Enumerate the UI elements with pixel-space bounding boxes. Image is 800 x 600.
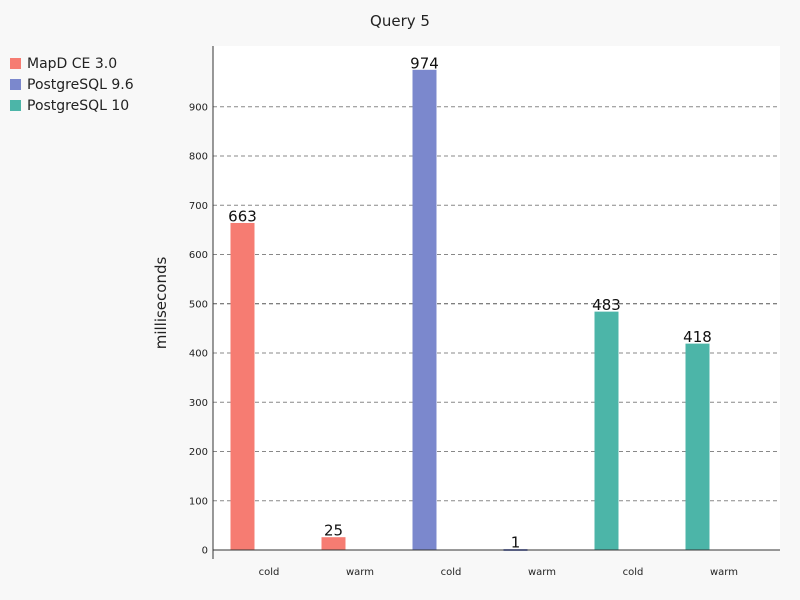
legend-swatch [10,79,21,90]
bar-value-label: 974 [410,54,439,72]
x-tick-label: warm [528,567,556,578]
bar-postgresql-10-cold [594,311,619,551]
bar-value-label: 418 [683,328,712,346]
bar-value-label: 483 [592,296,621,314]
y-tick-label: 900 [189,102,208,113]
x-tick-label: cold [441,567,462,578]
legend-label: PostgreSQL 10 [27,97,130,114]
legend-label: PostgreSQL 9.6 [27,76,134,93]
legend-swatch [10,100,21,111]
bar-value-label: 25 [324,522,343,540]
y-tick-label: 700 [189,201,208,212]
x-tick-label: warm [346,567,374,578]
y-tick-label: 200 [189,447,208,458]
y-tick-label: 100 [189,496,208,507]
y-tick-label: 0 [202,546,208,557]
bar-value-label: 663 [228,207,257,225]
y-tick-label: 300 [189,398,208,409]
y-tick-label: 500 [189,299,208,310]
bar-postgresql-9-6-cold [412,69,437,551]
bar-postgresql-10-warm [685,343,710,551]
legend-item: PostgreSQL 10 [10,95,134,116]
x-tick-label: warm [710,567,738,578]
legend-item: MapD CE 3.0 [10,53,134,74]
chart-title: Query 5 [370,12,430,30]
y-axis-label: milliseconds [152,257,170,350]
x-tick-label: cold [623,567,644,578]
y-tick-label: 600 [189,250,208,261]
bar-mapd-ce-3-0-cold [230,222,255,551]
bar-value-label: 1 [511,534,521,552]
legend-label: MapD CE 3.0 [27,55,118,72]
x-tick-label: cold [259,567,280,578]
legend: MapD CE 3.0 PostgreSQL 9.6 PostgreSQL 10 [10,53,134,116]
y-tick-label: 400 [189,349,208,360]
legend-swatch [10,58,21,69]
y-tick-label: 800 [189,152,208,163]
legend-item: PostgreSQL 9.6 [10,74,134,95]
